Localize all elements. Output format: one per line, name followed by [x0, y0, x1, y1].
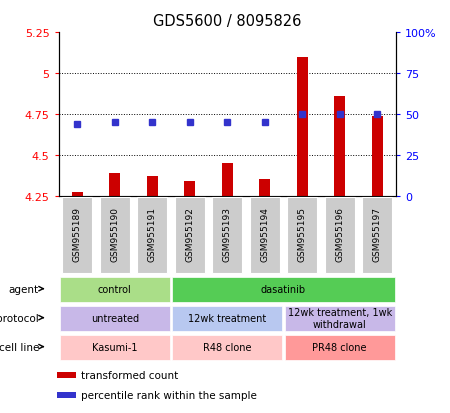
Bar: [259, 180, 270, 196]
Text: GSM955192: GSM955192: [185, 206, 194, 261]
Text: GSM955197: GSM955197: [373, 206, 382, 261]
FancyBboxPatch shape: [137, 198, 167, 273]
Text: dasatinib: dasatinib: [261, 285, 306, 294]
Text: GSM955190: GSM955190: [110, 206, 119, 261]
FancyBboxPatch shape: [172, 277, 395, 302]
FancyBboxPatch shape: [250, 198, 280, 273]
Text: GSM955191: GSM955191: [148, 206, 157, 261]
Bar: [372, 116, 383, 196]
Bar: [297, 57, 308, 196]
FancyBboxPatch shape: [62, 198, 92, 273]
Text: 12wk treatment: 12wk treatment: [188, 313, 266, 323]
Text: protocol: protocol: [0, 313, 39, 323]
FancyBboxPatch shape: [284, 306, 395, 331]
Text: control: control: [98, 285, 131, 294]
FancyBboxPatch shape: [362, 198, 392, 273]
Text: 12wk treatment, 1wk
withdrawal: 12wk treatment, 1wk withdrawal: [288, 308, 392, 329]
FancyBboxPatch shape: [284, 335, 395, 360]
Bar: [109, 173, 121, 196]
Text: GSM955189: GSM955189: [73, 206, 82, 261]
Text: cell line: cell line: [0, 342, 39, 352]
Text: GSM955196: GSM955196: [335, 206, 344, 261]
FancyBboxPatch shape: [212, 198, 242, 273]
FancyBboxPatch shape: [172, 335, 283, 360]
Text: R48 clone: R48 clone: [203, 342, 252, 352]
Bar: [72, 193, 83, 196]
FancyBboxPatch shape: [175, 198, 205, 273]
Bar: [57, 373, 76, 378]
Bar: [147, 177, 158, 196]
Text: GSM955193: GSM955193: [223, 206, 232, 261]
Bar: [57, 392, 76, 398]
Bar: [184, 181, 195, 196]
Text: GSM955194: GSM955194: [260, 206, 269, 261]
Text: untreated: untreated: [91, 313, 139, 323]
FancyBboxPatch shape: [325, 198, 355, 273]
FancyBboxPatch shape: [59, 306, 170, 331]
Text: transformed count: transformed count: [81, 370, 179, 380]
Text: agent: agent: [9, 284, 39, 294]
Bar: [334, 97, 346, 196]
Text: GSM955195: GSM955195: [298, 206, 307, 261]
Text: percentile rank within the sample: percentile rank within the sample: [81, 390, 257, 400]
FancyBboxPatch shape: [59, 277, 170, 302]
FancyBboxPatch shape: [287, 198, 317, 273]
Title: GDS5600 / 8095826: GDS5600 / 8095826: [153, 14, 302, 29]
FancyBboxPatch shape: [59, 335, 170, 360]
Bar: [221, 164, 233, 196]
FancyBboxPatch shape: [100, 198, 130, 273]
FancyBboxPatch shape: [172, 306, 283, 331]
Text: PR48 clone: PR48 clone: [312, 342, 367, 352]
Text: Kasumi-1: Kasumi-1: [92, 342, 138, 352]
